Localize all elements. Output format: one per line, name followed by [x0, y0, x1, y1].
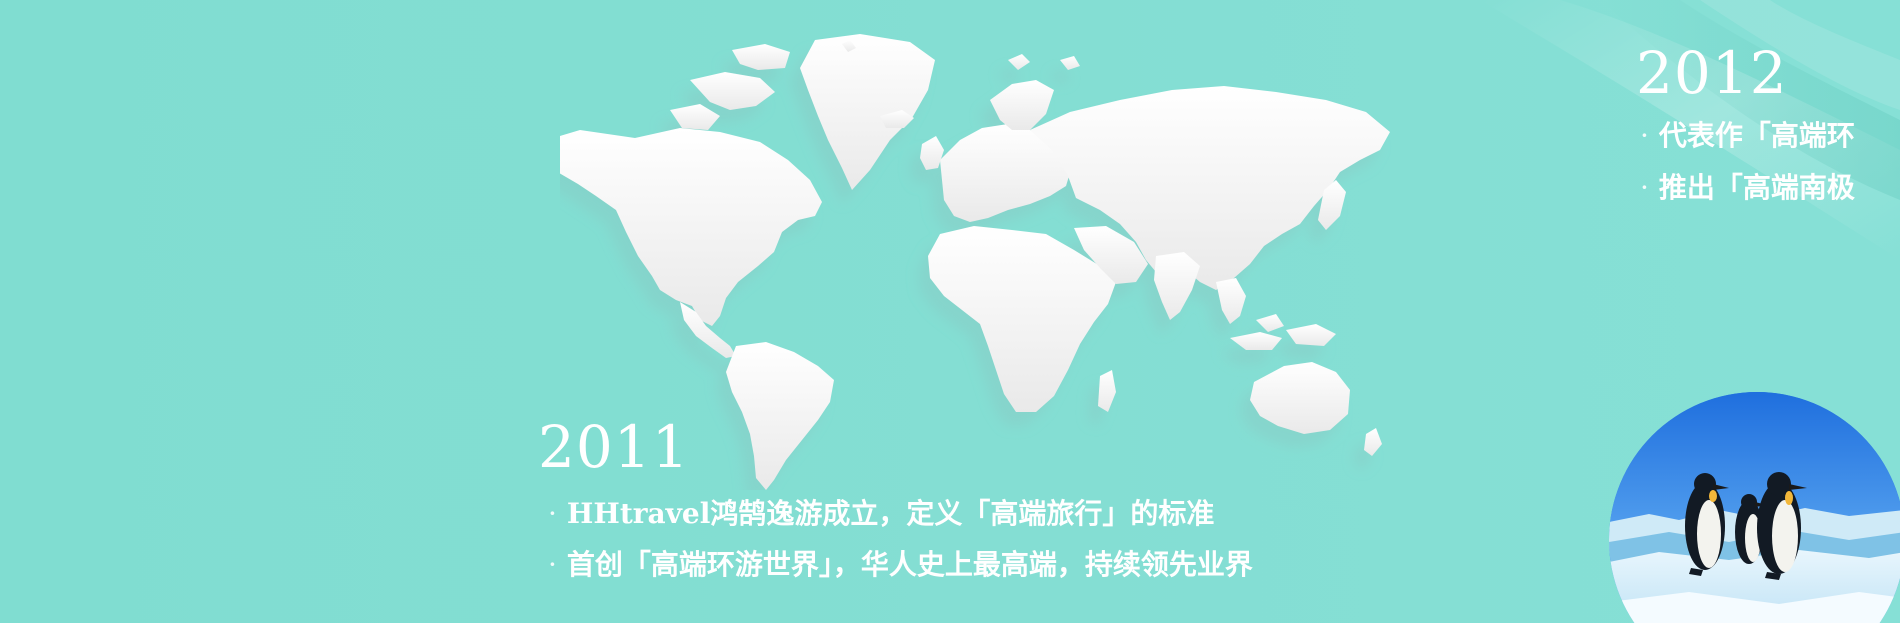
penguin-group	[1685, 472, 1807, 580]
bullet-icon: ·	[1640, 119, 1649, 152]
australia-shape	[1250, 362, 1350, 434]
milestone-text: HHtravel鸿鹄逸游成立，定义「高端旅行」的标准	[566, 497, 1215, 530]
list-item: · 代表作「高端环	[1640, 122, 1855, 150]
africa-shape	[928, 226, 1116, 412]
milestone-2011-list: · HHtravel鸿鹄逸游成立，定义「高端旅行」的标准 · 首创「高端环游世界…	[548, 500, 1253, 602]
south-america-shape	[726, 342, 834, 490]
europe-shape	[940, 124, 1072, 222]
bullet-icon: ·	[1640, 171, 1649, 204]
milestone-text: 推出「高端南极	[1658, 171, 1855, 204]
milestone-text: 代表作「高端环	[1658, 119, 1855, 152]
bullet-icon: ·	[548, 548, 557, 581]
north-america-shape	[560, 128, 822, 326]
milestone-year-2012: 2012	[1636, 39, 1788, 107]
antarctic-penguins-photo	[1609, 392, 1900, 623]
asia-shape	[1030, 86, 1390, 290]
milestone-text: 首创「高端环游世界」，华人史上最高端，持续领先业界	[566, 548, 1253, 581]
list-item: · 首创「高端环游世界」，华人史上最高端，持续领先业界	[548, 551, 1253, 579]
list-item: · HHtravel鸿鹄逸游成立，定义「高端旅行」的标准	[548, 500, 1253, 528]
greenland-shape	[800, 34, 935, 190]
list-item: · 推出「高端南极	[1640, 174, 1855, 202]
arctic-islands-shape	[690, 72, 775, 110]
bullet-icon: ·	[548, 497, 557, 530]
milestone-2012-list: · 代表作「高端环 · 推出「高端南极	[1640, 122, 1855, 226]
world-map-icon	[560, 34, 1390, 490]
milestone-year-2011: 2011	[538, 413, 690, 481]
